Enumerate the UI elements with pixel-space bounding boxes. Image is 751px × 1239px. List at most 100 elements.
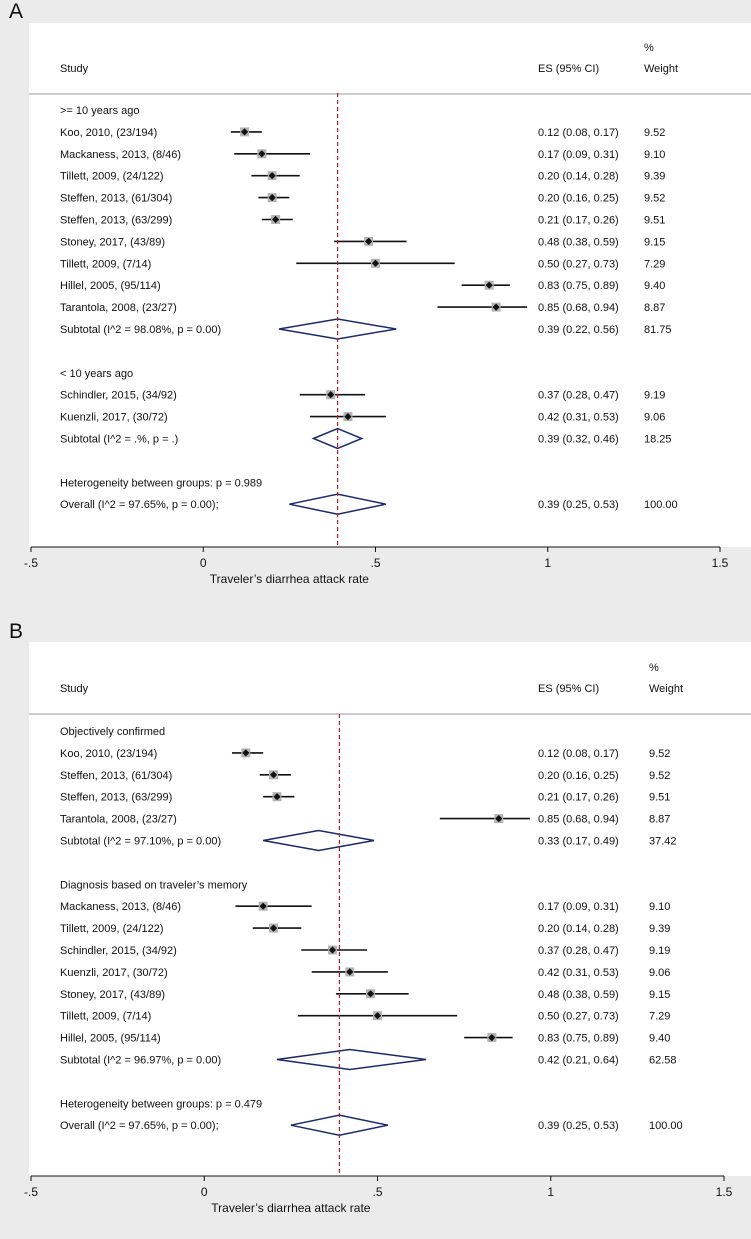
- subtotal-weight-text: 62.58: [649, 1055, 677, 1067]
- study-es-text: 0.48 (0.38, 0.59): [538, 236, 619, 248]
- subgroup-heading: >= 10 years ago: [60, 105, 140, 117]
- study-label: Stoney, 2017, (43/89): [60, 989, 165, 1001]
- subtotal-diamond: [263, 829, 375, 852]
- header-weight-percent: %: [644, 42, 654, 54]
- overall-es-text: 0.39 (0.25, 0.53): [538, 1120, 619, 1132]
- forest-plot-panel-b: B Study ES (95% CI)% Weight Objectively con…: [0, 620, 751, 1239]
- study-label: Hillel, 2005, (95/114): [60, 280, 161, 292]
- study-point: [240, 128, 249, 136]
- header-weight-percent: %: [649, 662, 659, 674]
- study-weight-text: 9.52: [649, 770, 670, 782]
- study-label: Steffen, 2013, (63/299): [60, 215, 172, 227]
- overall-diamond: [289, 493, 386, 515]
- overall-es-text: 0.39 (0.25, 0.53): [538, 499, 619, 511]
- header-es: ES (95% CI): [538, 683, 599, 695]
- panel-label-b: B: [9, 620, 24, 643]
- header-weight: Weight: [644, 63, 678, 75]
- study-weight-text: 9.15: [649, 989, 670, 1001]
- study-weight-text: 9.51: [649, 792, 670, 804]
- study-es-text: 0.21 (0.17, 0.26): [538, 215, 619, 227]
- study-point: [365, 237, 373, 245]
- forest-plot-a-svg: Study ES (95% CI)% Weight >= 10 years ago Ko…: [24, 23, 751, 586]
- study-weight-text: 9.52: [644, 193, 665, 205]
- study-es-text: 0.37 (0.28, 0.47): [538, 945, 619, 957]
- study-label: Koo, 2010, (23/194): [60, 127, 157, 139]
- subgroup-heading: < 10 years ago: [60, 368, 133, 380]
- heterogeneity-text: Heterogeneity between groups: p = 0.989: [60, 477, 262, 489]
- study-weight-text: 9.39: [649, 923, 670, 935]
- study-es-text: 0.20 (0.16, 0.25): [538, 193, 619, 205]
- subtotal-es-text: 0.39 (0.22, 0.56): [538, 324, 619, 336]
- overall-diamond: [290, 1114, 389, 1136]
- study-point: [328, 946, 337, 954]
- study-point: [268, 194, 276, 202]
- study-point: [346, 968, 354, 976]
- study-weight-text: 9.52: [644, 127, 665, 139]
- study-weight-text: 7.29: [644, 258, 665, 270]
- subtotal-diamond: [276, 1048, 427, 1071]
- subtotal-label: Subtotal (I^2 = 98.08%, p = 0.00): [60, 324, 221, 336]
- study-es-text: 0.50 (0.27, 0.73): [538, 258, 619, 270]
- study-point: [268, 172, 276, 180]
- subtotal-weight-text: 37.42: [649, 836, 677, 848]
- study-point: [258, 150, 266, 158]
- study-label: Steffen, 2013, (61/304): [60, 770, 172, 782]
- x-tick-label: 0: [200, 556, 207, 570]
- study-label: Schindler, 2015, (34/92): [60, 390, 177, 402]
- study-label: Stoney, 2017, (43/89): [60, 236, 165, 248]
- header-weight: Weight: [649, 683, 683, 695]
- x-axis-title: Traveler’s diarrhea attack rate: [210, 572, 370, 586]
- x-tick-label: 0: [201, 1185, 208, 1199]
- overall-label: Overall (I^2 = 97.65%, p = 0.00);: [60, 1120, 219, 1132]
- study-label: Kuenzli, 2017, (30/72): [60, 412, 168, 424]
- forest-plot-panel-a: A Study ES (95% CI)% Weight >= 10 years ago…: [0, 0, 751, 605]
- study-es-text: 0.20 (0.14, 0.28): [538, 923, 619, 935]
- study-label: Kuenzli, 2017, (30/72): [60, 967, 168, 979]
- study-weight-text: 9.10: [644, 149, 665, 161]
- study-point: [269, 924, 278, 932]
- header-study: Study: [60, 63, 89, 75]
- overall-weight-text: 100.00: [644, 499, 678, 511]
- x-axis-title: Traveler’s diarrhea attack rate: [211, 1201, 371, 1215]
- study-weight-text: 9.40: [649, 1033, 670, 1045]
- subgroup-heading: Diagnosis based on traveler’s memory: [60, 879, 248, 891]
- x-tick-label: .5: [370, 556, 380, 570]
- study-label: Steffen, 2013, (63/299): [60, 792, 172, 804]
- study-es-text: 0.20 (0.14, 0.28): [538, 171, 619, 183]
- study-es-text: 0.85 (0.68, 0.94): [538, 302, 619, 314]
- study-weight-text: 9.19: [644, 390, 665, 402]
- study-es-text: 0.42 (0.31, 0.53): [538, 967, 619, 979]
- study-point: [371, 259, 380, 267]
- study-es-text: 0.17 (0.09, 0.31): [538, 149, 619, 161]
- study-es-text: 0.12 (0.08, 0.17): [538, 748, 619, 760]
- overall-label: Overall (I^2 = 97.65%, p = 0.00);: [60, 499, 219, 511]
- study-es-text: 0.83 (0.75, 0.89): [538, 1033, 619, 1045]
- study-es-text: 0.50 (0.27, 0.73): [538, 1011, 619, 1023]
- study-label: Tarantola, 2008, (23/27): [60, 814, 177, 826]
- study-es-text: 0.83 (0.75, 0.89): [538, 280, 619, 292]
- study-label: Tarantola, 2008, (23/27): [60, 302, 177, 314]
- study-es-text: 0.42 (0.31, 0.53): [538, 412, 619, 424]
- study-es-text: 0.12 (0.08, 0.17): [538, 127, 619, 139]
- study-weight-text: 9.40: [644, 280, 665, 292]
- study-point: [259, 902, 267, 910]
- heterogeneity-text: Heterogeneity between groups: p = 0.479: [60, 1098, 262, 1110]
- subtotal-weight-text: 18.25: [644, 434, 672, 446]
- study-es-text: 0.48 (0.38, 0.59): [538, 989, 619, 1001]
- study-point: [373, 1012, 382, 1020]
- x-tick-label: 1.5: [712, 556, 729, 570]
- study-label: Hillel, 2005, (95/114): [60, 1033, 161, 1045]
- study-label: Tillett, 2009, (7/14): [60, 258, 151, 270]
- study-weight-text: 9.39: [644, 171, 665, 183]
- study-es-text: 0.85 (0.68, 0.94): [538, 814, 619, 826]
- subtotal-label: Subtotal (I^2 = 97.10%, p = 0.00): [60, 836, 221, 848]
- study-point: [366, 990, 375, 998]
- study-weight-text: 9.06: [644, 412, 665, 424]
- study-label: Tillett, 2009, (24/122): [60, 171, 164, 183]
- study-point: [327, 391, 335, 399]
- subtotal-label: Subtotal (I^2 = .%, p = .): [60, 434, 178, 446]
- study-weight-text: 9.10: [649, 901, 670, 913]
- study-label: Mackaness, 2013, (8/46): [60, 149, 181, 161]
- subtotal-diamond: [311, 427, 364, 450]
- subtotal-es-text: 0.42 (0.21, 0.64): [538, 1055, 619, 1067]
